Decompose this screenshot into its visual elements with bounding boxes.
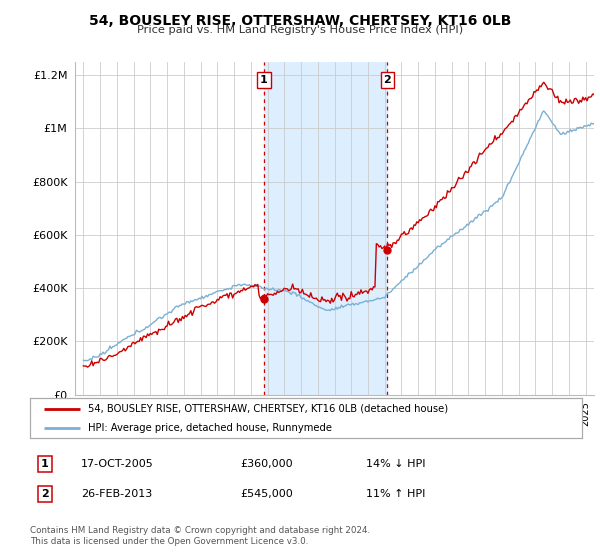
Text: 54, BOUSLEY RISE, OTTERSHAW, CHERTSEY, KT16 0LB (detached house): 54, BOUSLEY RISE, OTTERSHAW, CHERTSEY, K… bbox=[88, 404, 448, 414]
Text: Contains HM Land Registry data © Crown copyright and database right 2024.
This d: Contains HM Land Registry data © Crown c… bbox=[30, 526, 370, 546]
Text: 1: 1 bbox=[41, 459, 49, 469]
Text: Price paid vs. HM Land Registry's House Price Index (HPI): Price paid vs. HM Land Registry's House … bbox=[137, 25, 463, 35]
Text: 1: 1 bbox=[260, 75, 268, 85]
Text: 26-FEB-2013: 26-FEB-2013 bbox=[81, 489, 152, 499]
Text: 14% ↓ HPI: 14% ↓ HPI bbox=[366, 459, 425, 469]
Text: 2: 2 bbox=[41, 489, 49, 499]
Text: HPI: Average price, detached house, Runnymede: HPI: Average price, detached house, Runn… bbox=[88, 423, 332, 433]
Text: 17-OCT-2005: 17-OCT-2005 bbox=[81, 459, 154, 469]
Bar bbox=[264, 62, 387, 395]
Text: 2: 2 bbox=[383, 75, 391, 85]
Text: £545,000: £545,000 bbox=[240, 489, 293, 499]
Text: 11% ↑ HPI: 11% ↑ HPI bbox=[366, 489, 425, 499]
Text: £360,000: £360,000 bbox=[240, 459, 293, 469]
Text: 54, BOUSLEY RISE, OTTERSHAW, CHERTSEY, KT16 0LB: 54, BOUSLEY RISE, OTTERSHAW, CHERTSEY, K… bbox=[89, 14, 511, 28]
